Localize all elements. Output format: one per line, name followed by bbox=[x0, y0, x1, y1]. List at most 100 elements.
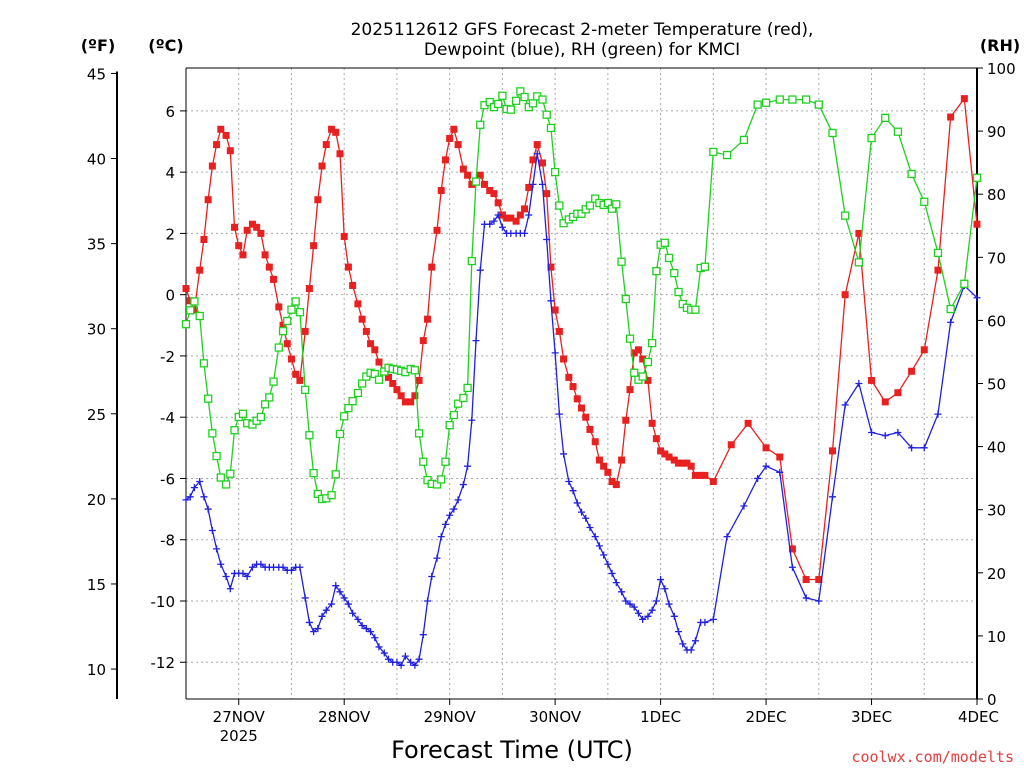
dewpoint-point bbox=[622, 597, 630, 605]
temperature-point bbox=[586, 425, 594, 433]
series-dewpoint bbox=[182, 150, 981, 669]
rh-point bbox=[221, 480, 231, 489]
rh-point bbox=[374, 375, 384, 384]
dewpoint-point bbox=[433, 554, 441, 562]
dewpoint-point bbox=[213, 545, 221, 553]
temperature-point bbox=[450, 125, 458, 133]
temperature-point bbox=[371, 346, 379, 354]
rh-point bbox=[181, 320, 191, 329]
temperature-point bbox=[310, 242, 318, 250]
rh-tick-label: 90 bbox=[987, 123, 1006, 141]
dewpoint-point bbox=[468, 416, 476, 424]
temperature-point bbox=[318, 162, 326, 170]
temperature-point bbox=[881, 398, 889, 406]
temperature-point bbox=[476, 171, 484, 179]
temperature-point bbox=[186, 297, 194, 305]
dewpoint-point bbox=[908, 444, 916, 452]
dewpoint-point bbox=[305, 618, 313, 626]
dewpoint-point bbox=[401, 652, 409, 660]
dewpoint-point bbox=[675, 628, 683, 636]
dewpoint-point bbox=[494, 211, 502, 219]
rh-point bbox=[453, 399, 463, 408]
temperature-point bbox=[934, 266, 942, 274]
dewpoint-point bbox=[310, 628, 318, 636]
rh-point bbox=[344, 403, 353, 413]
rh-point bbox=[542, 110, 551, 119]
dewpoint-point bbox=[525, 211, 533, 219]
rh-point bbox=[538, 95, 547, 104]
temperature-point bbox=[340, 232, 348, 240]
temperature-point bbox=[292, 370, 300, 378]
dewpoint-point bbox=[639, 615, 647, 623]
temperature-point bbox=[829, 447, 837, 455]
rh-point bbox=[212, 451, 221, 461]
temperature-point bbox=[547, 263, 555, 271]
dewpoint-point bbox=[419, 631, 427, 639]
dewpoint-point bbox=[815, 597, 823, 605]
rh-point bbox=[550, 167, 560, 177]
dewpoint-point bbox=[336, 588, 344, 596]
dewpoint-point bbox=[679, 640, 687, 648]
temperature-point bbox=[630, 349, 638, 357]
dewpoint-point bbox=[380, 649, 388, 657]
rh-point bbox=[327, 491, 336, 500]
temperature-point bbox=[560, 355, 568, 363]
rh-tick-label: 20 bbox=[987, 565, 1006, 583]
temperature-point bbox=[802, 576, 810, 584]
dewpoint-point bbox=[464, 462, 472, 470]
rh-point bbox=[313, 489, 322, 499]
rh-point bbox=[516, 87, 525, 96]
rh-point bbox=[287, 305, 296, 314]
time-tick-label: 3DEC bbox=[851, 708, 892, 726]
rh-point bbox=[414, 429, 424, 438]
dewpoint-point bbox=[973, 294, 981, 302]
temperature-point bbox=[190, 306, 198, 314]
temperature-point bbox=[226, 147, 234, 155]
temperature-point bbox=[657, 447, 665, 455]
dewpoint-point bbox=[626, 600, 634, 608]
temperature-point bbox=[279, 321, 287, 329]
temperature-point bbox=[208, 162, 216, 170]
rh-point bbox=[648, 338, 657, 348]
rh-point bbox=[621, 294, 630, 304]
temperature-point bbox=[815, 576, 823, 584]
temperature-point bbox=[744, 419, 752, 427]
rh-point bbox=[335, 429, 345, 439]
rh-point bbox=[933, 248, 943, 258]
dewpoint-point bbox=[186, 493, 194, 501]
unit-fahrenheit-label: (ºF) bbox=[81, 36, 116, 55]
celsius-tick-label: -12 bbox=[151, 654, 176, 672]
unit-rh-label: (RH) bbox=[980, 36, 1020, 55]
dewpoint-point bbox=[407, 658, 415, 666]
time-tick-label: 4DEC bbox=[958, 708, 999, 726]
rh-point bbox=[972, 173, 982, 182]
dewpoint-point bbox=[375, 643, 383, 651]
temperature-point bbox=[622, 416, 630, 424]
dewpoint-point bbox=[582, 514, 590, 522]
temperature-point bbox=[433, 226, 441, 234]
dewpoint-point bbox=[687, 646, 695, 654]
series-temperature bbox=[182, 95, 981, 584]
rh-point bbox=[617, 257, 626, 266]
rh-point bbox=[591, 194, 600, 203]
dewpoint-point bbox=[841, 401, 849, 409]
fahrenheit-tick-label: 20 bbox=[87, 491, 106, 509]
temperature-point bbox=[604, 468, 612, 476]
temperature-point bbox=[428, 263, 436, 271]
temperature-point bbox=[661, 450, 669, 458]
temperature-point bbox=[652, 435, 660, 443]
dewpoint-point bbox=[565, 478, 573, 486]
credit-text: coolwx.com/modelts bbox=[851, 748, 1014, 766]
celsius-tick-label: -2 bbox=[160, 348, 175, 366]
temperature-point bbox=[578, 404, 585, 412]
rh-point bbox=[331, 470, 340, 479]
temperature-line bbox=[185, 96, 978, 581]
temperature-point bbox=[454, 141, 462, 149]
dewpoint-point bbox=[569, 487, 577, 495]
temperature-point bbox=[196, 266, 204, 274]
chart-title: 2025112612 GFS Forecast 2-meter Temperat… bbox=[351, 20, 814, 60]
temperature-point bbox=[701, 471, 709, 479]
x-axis-title: Forecast Time (UTC) bbox=[391, 736, 633, 764]
temperature-point bbox=[468, 180, 476, 188]
dewpoint-point bbox=[446, 511, 454, 519]
